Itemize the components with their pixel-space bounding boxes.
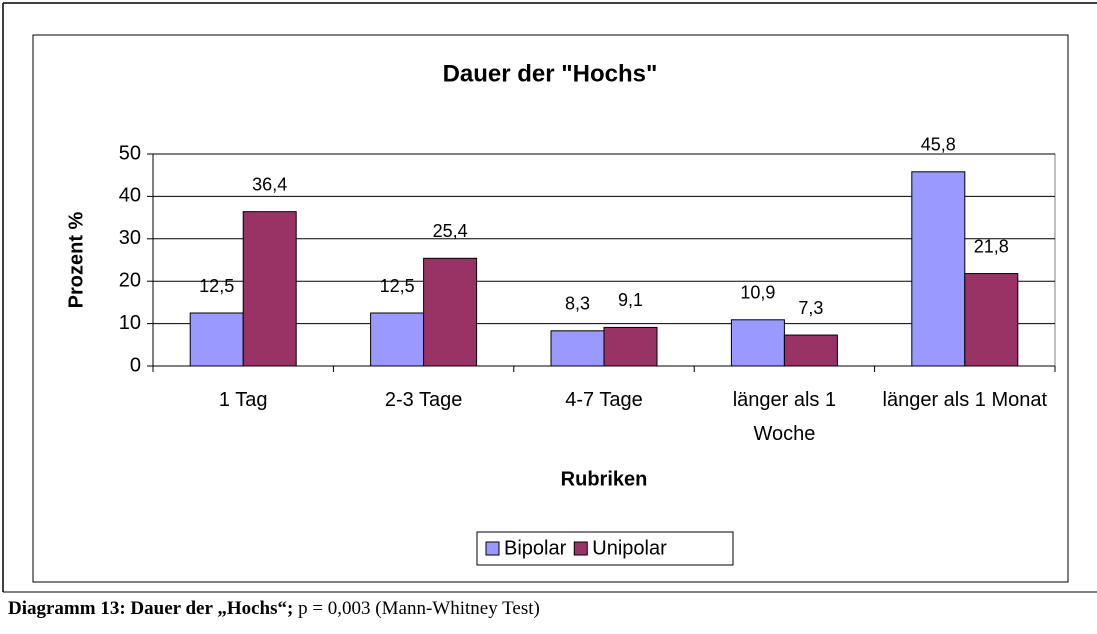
chart-title: Dauer der "Hochs" bbox=[443, 60, 658, 87]
value-label: 10,9 bbox=[740, 283, 775, 303]
value-label: 7,3 bbox=[798, 298, 823, 318]
value-label: 12,5 bbox=[199, 276, 234, 296]
value-label: 21,8 bbox=[974, 236, 1009, 256]
x-tick-label: 1 Tag bbox=[218, 389, 268, 411]
legend-label: Unipolar bbox=[592, 537, 667, 559]
y-tick-label: 10 bbox=[119, 312, 141, 334]
bar bbox=[370, 312, 425, 367]
y-tick-label: 0 bbox=[130, 354, 141, 376]
y-axis-label: Prozent % bbox=[65, 211, 87, 308]
bar bbox=[783, 334, 838, 367]
y-tick-label: 40 bbox=[119, 185, 141, 207]
caption: Diagramm 13: Dauer der „Hochs“; p = 0,00… bbox=[8, 598, 540, 620]
value-label: 12,5 bbox=[380, 276, 415, 296]
x-tick-label: länger als 1 Monat bbox=[882, 389, 1048, 411]
x-axis-label: Rubriken bbox=[561, 468, 648, 490]
bar bbox=[242, 211, 297, 367]
legend-swatch bbox=[485, 541, 500, 556]
caption-bold: Diagramm 13: Dauer der „Hochs“; bbox=[8, 598, 294, 619]
value-label: 36,4 bbox=[252, 174, 287, 194]
x-tick-label: 4-7 Tage bbox=[565, 389, 643, 411]
y-tick-label: 50 bbox=[119, 142, 141, 164]
bar bbox=[911, 171, 966, 367]
legend-box bbox=[476, 531, 734, 566]
legend-label: Bipolar bbox=[504, 537, 567, 559]
y-tick-label: 30 bbox=[119, 227, 141, 249]
bar bbox=[423, 257, 478, 367]
value-label: 25,4 bbox=[433, 221, 468, 241]
value-label: 45,8 bbox=[921, 135, 956, 155]
value-label: 9,1 bbox=[618, 290, 643, 310]
bar bbox=[603, 326, 658, 367]
x-tick-label: 2-3 Tage bbox=[384, 389, 463, 411]
bar bbox=[730, 319, 785, 367]
bar bbox=[189, 312, 244, 367]
value-label: 8,3 bbox=[565, 294, 590, 314]
bar bbox=[550, 330, 605, 367]
y-tick-label: 20 bbox=[119, 269, 141, 291]
bar bbox=[964, 273, 1019, 367]
x-tick-label: länger als 1 Woche bbox=[732, 389, 837, 445]
caption-text: p = 0,003 (Mann-Whitney Test) bbox=[293, 598, 540, 619]
legend-swatch bbox=[573, 541, 588, 556]
